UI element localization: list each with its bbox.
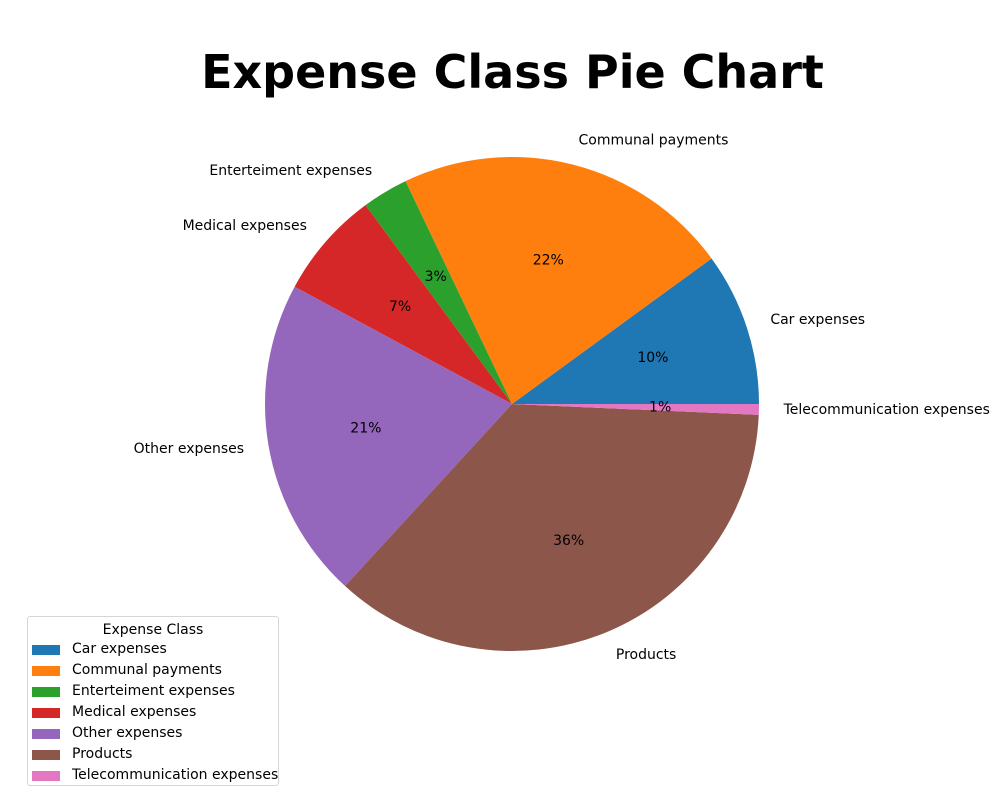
slice-label-other-expenses: Other expenses bbox=[134, 441, 244, 457]
pie-slice-telecommunication-expenses bbox=[512, 404, 759, 415]
pie-labels: Car expenses 10% Communal payments 22% Enter… bbox=[134, 133, 990, 663]
pie-slice-other-expenses bbox=[264, 286, 512, 587]
legend-swatch bbox=[32, 665, 60, 676]
pie-slice-car-expenses bbox=[512, 258, 759, 404]
slice-label-enterteiment-expenses: Enterteiment expenses bbox=[209, 163, 372, 179]
legend-swatch bbox=[32, 770, 60, 781]
legend-label: Enterteiment expenses bbox=[72, 683, 235, 699]
slice-percent-enterteiment-expenses: 3% bbox=[425, 269, 447, 285]
legend-label: Car expenses bbox=[72, 641, 167, 657]
pie-slice-enterteiment-expenses bbox=[365, 181, 512, 404]
legend-label: Communal payments bbox=[72, 662, 222, 678]
legend-item-other-expenses: Other expenses bbox=[32, 723, 278, 744]
legend-swatch bbox=[32, 686, 60, 697]
legend-item-communal-payments: Communal payments bbox=[32, 660, 278, 681]
chart-title: Expense Class Pie Chart bbox=[201, 45, 824, 99]
legend-entries: Car expenses Communal payments Enterteimen… bbox=[28, 639, 278, 786]
slice-percent-telecommunication-expenses: 1% bbox=[649, 399, 671, 415]
slice-label-telecommunication-expenses: Telecommunication expenses bbox=[783, 402, 990, 418]
slice-label-car-expenses: Car expenses bbox=[770, 312, 865, 328]
legend-label: Telecommunication expenses bbox=[72, 767, 279, 783]
legend-item-telecommunication-expenses: Telecommunication expenses bbox=[32, 765, 278, 786]
legend-item-products: Products bbox=[32, 744, 278, 765]
slice-percent-car-expenses: 10% bbox=[637, 350, 668, 366]
pie-slice-communal-payments bbox=[405, 157, 712, 404]
pie-slice-products bbox=[345, 404, 759, 652]
legend-item-car-expenses: Car expenses bbox=[32, 639, 278, 660]
legend-item-enterteiment-expenses: Enterteiment expenses bbox=[32, 681, 278, 702]
slice-percent-other-expenses: 21% bbox=[350, 421, 381, 437]
slice-label-communal-payments: Communal payments bbox=[579, 133, 729, 149]
legend-label: Medical expenses bbox=[72, 704, 197, 720]
legend: Expense Class Car expenses Communal payme… bbox=[27, 616, 279, 786]
slice-percent-communal-payments: 22% bbox=[533, 252, 564, 268]
pie-slice-medical-expenses bbox=[294, 205, 512, 404]
slice-percent-medical-expenses: 7% bbox=[389, 299, 411, 315]
legend-swatch bbox=[32, 728, 60, 739]
legend-title: Expense Class bbox=[102, 622, 204, 638]
slice-label-products: Products bbox=[616, 647, 676, 663]
slice-percent-products: 36% bbox=[553, 533, 584, 549]
slice-label-medical-expenses: Medical expenses bbox=[183, 218, 307, 234]
legend-swatch bbox=[32, 749, 60, 760]
legend-label: Products bbox=[72, 746, 133, 762]
legend-swatch bbox=[32, 644, 60, 655]
pie-slices bbox=[264, 157, 759, 652]
legend-item-medical-expenses: Medical expenses bbox=[32, 702, 278, 723]
legend-label: Other expenses bbox=[72, 725, 183, 741]
legend-swatch bbox=[32, 707, 60, 718]
